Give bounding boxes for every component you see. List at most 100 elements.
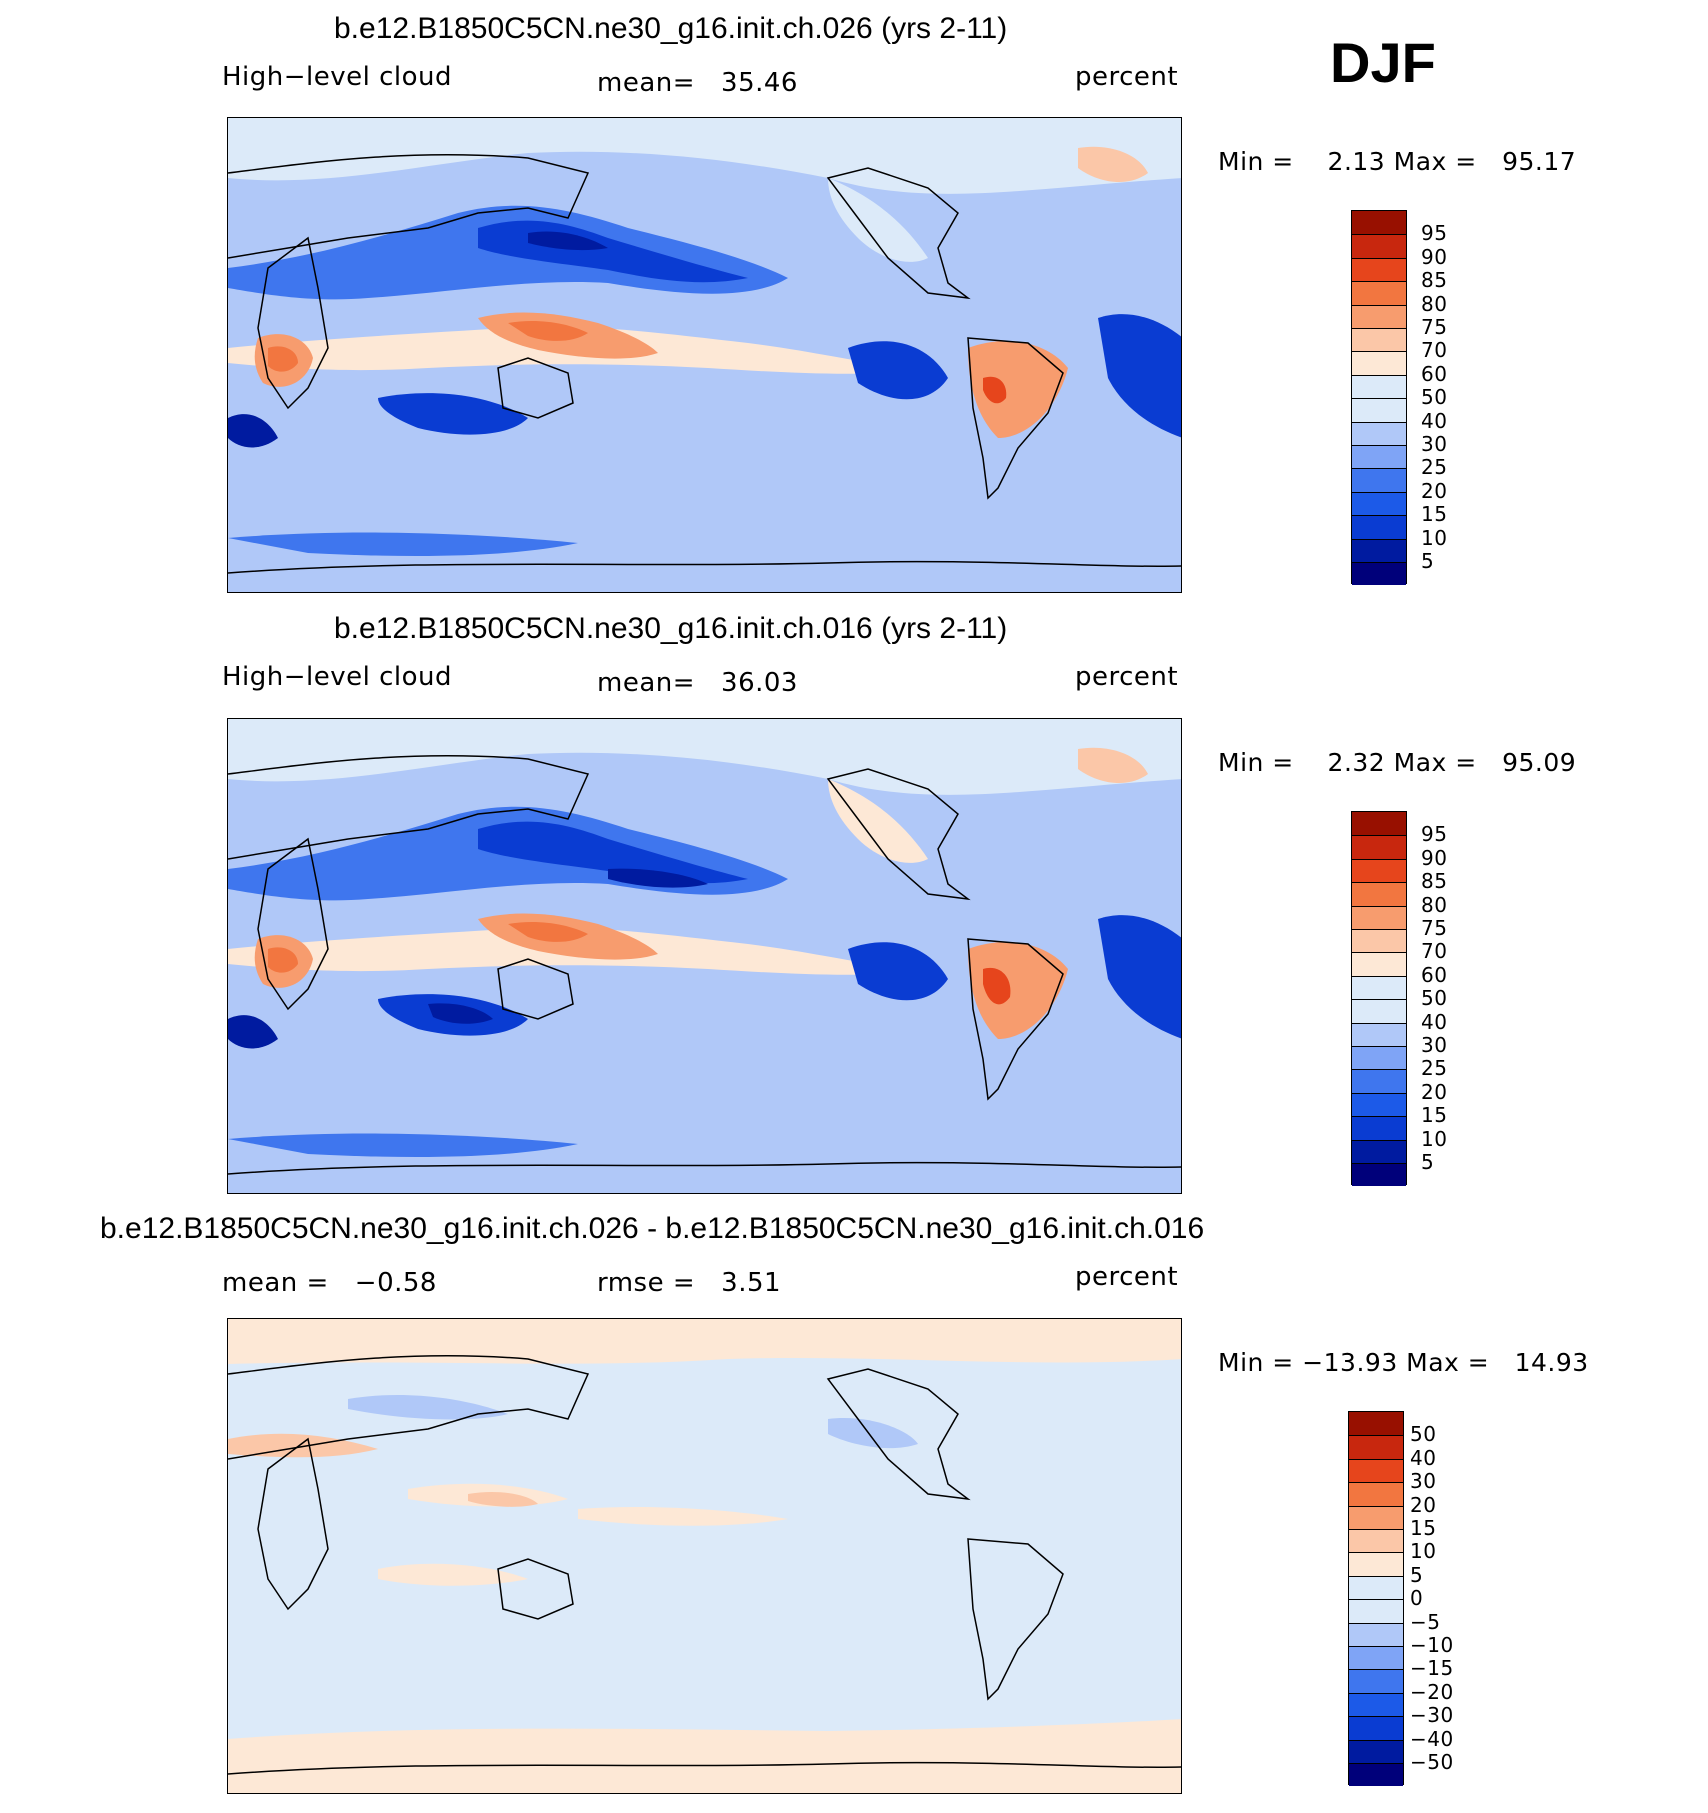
greenland-high <box>1078 146 1148 183</box>
units-label: percent <box>1075 662 1179 692</box>
s-america-outline <box>967 337 1064 500</box>
rmse-label: rmse = <box>597 1268 696 1298</box>
colorbar-swatch <box>1352 351 1406 375</box>
colorbar-swatch <box>1352 538 1406 562</box>
colorbar-tick-label: 20 <box>1421 1079 1448 1104</box>
colorbar-box <box>1351 811 1407 1187</box>
variable-label: High−level cloud <box>222 62 453 92</box>
colorbar-swatch <box>1352 905 1406 929</box>
colorbar-swatch <box>1349 1458 1403 1483</box>
colorbar-tick-label: 30 <box>1421 1033 1448 1057</box>
sw-africa-low <box>228 414 278 448</box>
n-america-outline <box>826 1368 971 1501</box>
world-map <box>227 1318 1182 1794</box>
southern-ocean-diff <box>228 1719 1181 1793</box>
colorbar-swatch <box>1349 1482 1403 1506</box>
colorbar-tick-label: −10 <box>1410 1633 1454 1657</box>
antarctic-low <box>228 532 578 556</box>
mean-value: 35.46 <box>721 68 798 98</box>
colorbar-tick-label: −20 <box>1410 1679 1454 1704</box>
australia-outline <box>497 958 574 1020</box>
colorbar-tick-label: 15 <box>1421 1103 1448 1128</box>
colorbar-box <box>1348 1411 1404 1787</box>
colorbar-swatch <box>1352 858 1406 883</box>
mideast-diff <box>228 1433 378 1458</box>
eurasia-outline <box>228 153 590 259</box>
colorbar-tick-label: 60 <box>1421 962 1448 987</box>
n-america-outline <box>826 768 971 901</box>
n-america-west <box>828 178 928 262</box>
colorbar-tick-label: 40 <box>1410 1445 1437 1470</box>
antarctica-outline <box>228 1161 1181 1175</box>
s-indian-subtropical-low <box>378 393 528 435</box>
southern-ocean <box>228 508 1181 592</box>
colorbar-swatch <box>1352 281 1406 305</box>
colorbar-swatch <box>1352 234 1406 258</box>
rmse-stat: rmse = 3.51 <box>597 1268 781 1298</box>
colorbar-box <box>1351 210 1407 586</box>
minmax-label: Min = 2.13 Max = 95.17 <box>1218 147 1577 176</box>
colorbar-tick-label: 5 <box>1421 549 1435 573</box>
siberia-neg <box>348 1394 508 1420</box>
colorbar-swatch <box>1352 882 1406 906</box>
panel-title: b.e12.B1850C5CN.ne30_g16.init.ch.026 - b… <box>100 1212 1205 1245</box>
colorbar-tick-label: 85 <box>1421 869 1448 894</box>
colorbar-tick-label: 60 <box>1421 361 1448 386</box>
colorbar-swatch <box>1352 257 1406 282</box>
colorbar-tick-label: 5 <box>1421 1150 1435 1174</box>
colorbar-tick-label: 30 <box>1410 1469 1437 1494</box>
colorbar-tick-label: 95 <box>1421 221 1448 246</box>
n-america-outline <box>826 167 971 300</box>
australia-outline <box>497 1558 574 1620</box>
colorbar-swatch <box>1352 562 1406 586</box>
africa-outline <box>257 236 329 410</box>
colorbar-swatch <box>1352 1046 1406 1070</box>
n-pacific-storm-min <box>608 868 708 888</box>
colorbar-swatch <box>1349 1552 1403 1576</box>
colorbar-swatch <box>1352 421 1406 445</box>
world-map <box>227 117 1182 593</box>
colorbar-swatch <box>1349 1435 1403 1459</box>
panel-case1: b.e12.B1850C5CN.ne30_g16.init.ch.026 (yr… <box>0 0 1708 600</box>
colorbar-swatch <box>1352 515 1406 539</box>
colorbar-swatch <box>1352 999 1406 1023</box>
andes-core <box>983 967 1011 1005</box>
colorbar-swatch <box>1352 1116 1406 1140</box>
mean-stat: mean = −0.58 <box>222 1268 437 1298</box>
colorbar-tick-label: 95 <box>1421 822 1448 847</box>
pacific-diff <box>578 1507 788 1526</box>
minmax-label: Min = 2.32 Max = 95.09 <box>1218 748 1577 777</box>
southern-africa-core <box>268 346 298 372</box>
colorbar-swatch <box>1352 1139 1406 1163</box>
map-svg <box>228 719 1181 1193</box>
colorbar-tick-label: 5 <box>1410 1562 1424 1587</box>
colorbar-tick-label: 40 <box>1421 1009 1448 1034</box>
panel-title: b.e12.B1850C5CN.ne30_g16.init.ch.016 (yr… <box>334 612 1008 645</box>
s-indian-core <box>428 1003 493 1024</box>
colorbar-swatch <box>1352 952 1406 976</box>
colorbar-swatch <box>1352 812 1406 836</box>
colorbar-swatch <box>1349 1692 1403 1717</box>
indian-ocean-diff <box>378 1563 528 1586</box>
southern-africa-core <box>268 947 298 973</box>
se-pacific-low <box>848 942 948 1001</box>
n-america-west <box>828 779 928 863</box>
colorbar-tick-label: 80 <box>1421 892 1448 917</box>
colorbar-tick-label: 15 <box>1410 1516 1437 1540</box>
africa-outline <box>257 837 329 1011</box>
antarctica-outline <box>228 1761 1181 1775</box>
sw-africa-low <box>228 1015 278 1049</box>
variable-label: High−level cloud <box>222 662 453 692</box>
se-pacific-low <box>848 341 948 400</box>
colorbar-swatch <box>1349 1739 1403 1763</box>
mean-label: mean= <box>597 68 696 98</box>
maritime-continent-core <box>508 922 588 942</box>
colorbar-tick-label: 25 <box>1421 455 1448 480</box>
map-svg <box>228 1319 1181 1793</box>
colorbar-swatch <box>1349 1763 1403 1787</box>
colorbar-tick-label: 50 <box>1421 385 1448 410</box>
colorbar-swatch <box>1352 374 1406 399</box>
colorbar-swatch <box>1352 398 1406 422</box>
colorbar-swatch <box>1352 304 1406 328</box>
s-asia-core <box>468 1492 538 1507</box>
